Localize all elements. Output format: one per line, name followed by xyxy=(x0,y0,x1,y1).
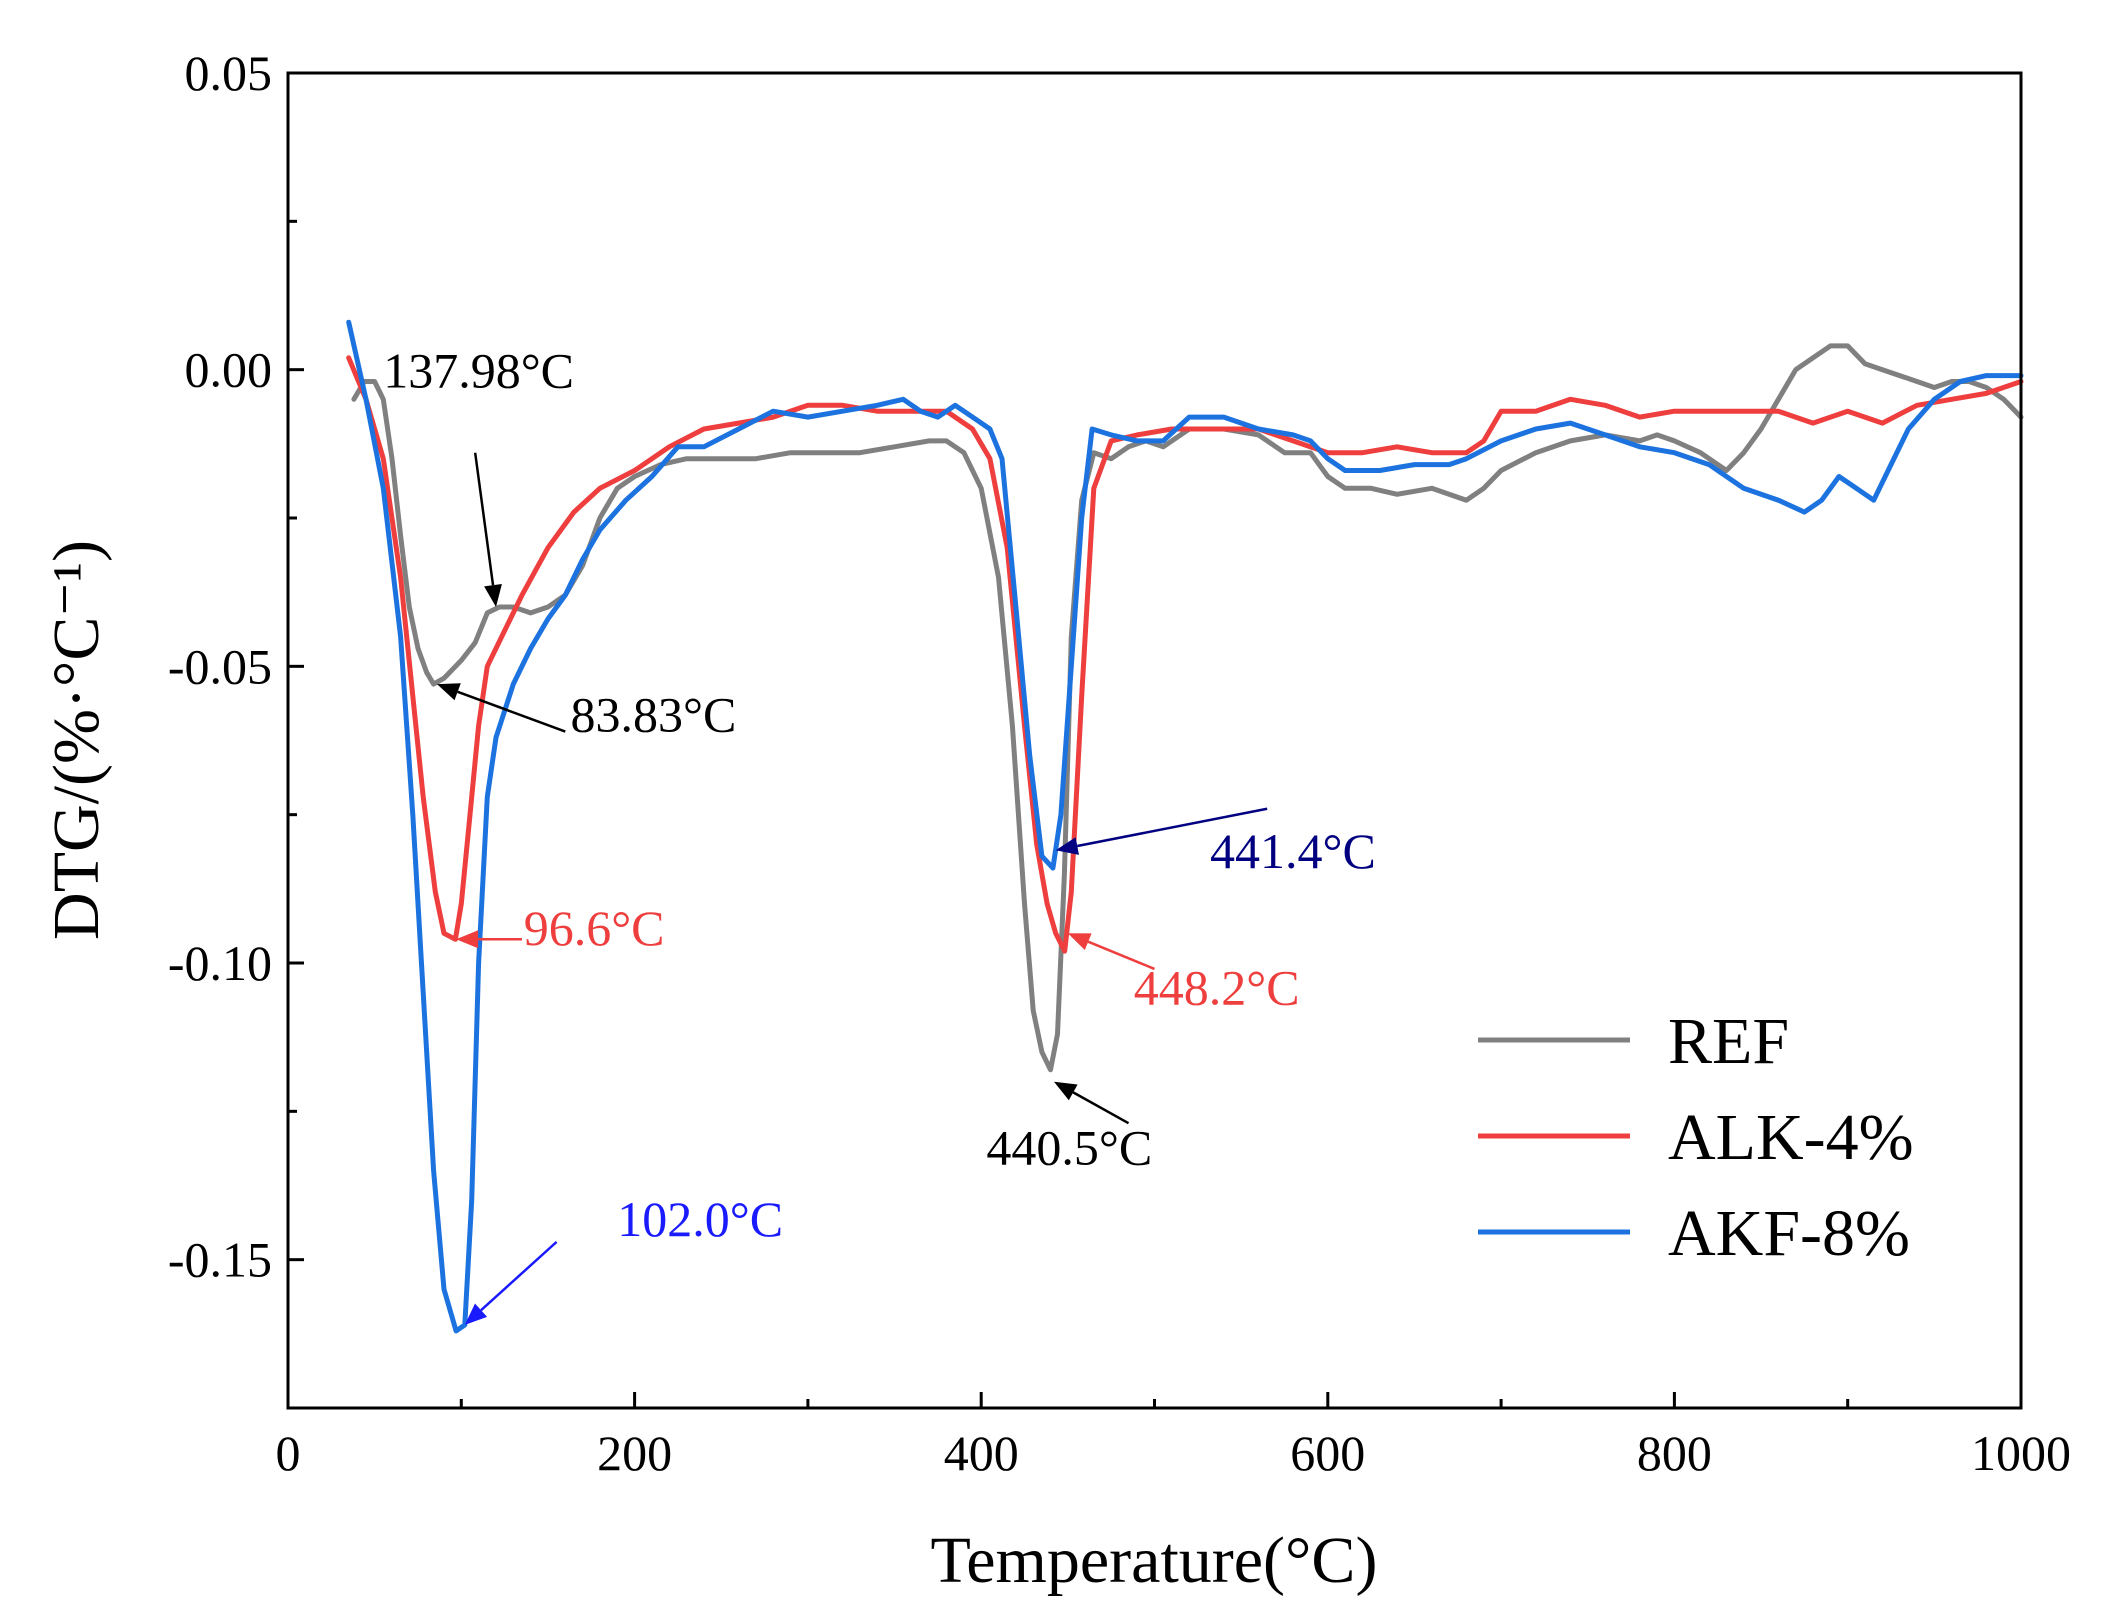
legend-item: AKF-8% xyxy=(1478,1197,1910,1270)
x-tick-label: 400 xyxy=(944,1425,1019,1481)
legend-label: REF xyxy=(1668,1005,1789,1078)
annotation-label: 440.5°C xyxy=(986,1120,1152,1176)
peak-annotation: 96.6°C xyxy=(456,900,665,956)
annotation-label: 83.83°C xyxy=(570,687,736,743)
legend-item: ALK-4% xyxy=(1478,1101,1914,1174)
annotation-arrow-shaft xyxy=(473,452,495,586)
series-line-akf-8 xyxy=(346,319,2024,1334)
annotation-label: 137.98°C xyxy=(383,342,574,398)
peak-annotation: 137.98°C xyxy=(383,342,574,607)
x-tick-label: 200 xyxy=(597,1425,672,1481)
annotation-label: 441.4°C xyxy=(1210,823,1376,879)
y-tick-label: -0.15 xyxy=(168,1232,272,1288)
x-axis-title: Temperature(°C) xyxy=(931,1524,1378,1597)
legend: REF ALK-4% AKF-8% xyxy=(1478,1005,1914,1270)
annotation-arrow-head xyxy=(464,1303,488,1325)
annotation-arrow-shaft xyxy=(457,690,566,733)
series-layer xyxy=(346,319,2024,1334)
peak-annotation: 83.83°C xyxy=(437,683,736,743)
y-tick-label: -0.05 xyxy=(168,638,272,694)
annotation-arrow-shaft xyxy=(1077,807,1268,848)
x-tick-label: 0 xyxy=(276,1425,301,1481)
legend-label: AKF-8% xyxy=(1668,1197,1910,1270)
peak-annotation: 102.0°C xyxy=(464,1191,783,1325)
peak-annotation: 441.4°C xyxy=(1055,807,1376,879)
annotation-arrow-head xyxy=(1067,933,1092,950)
annotation-arrow-head xyxy=(1055,837,1079,855)
annotation-arrow-head xyxy=(484,584,502,607)
annotation-arrow-head xyxy=(1054,1081,1078,1101)
y-tick-label: 0.00 xyxy=(185,342,273,398)
annotation-arrow-shaft xyxy=(1072,1091,1130,1125)
annotation-label: 448.2°C xyxy=(1134,960,1300,1016)
annotation-label: 102.0°C xyxy=(617,1191,783,1247)
annotation-label: 96.6°C xyxy=(524,900,665,956)
x-tick-label: 800 xyxy=(1637,1425,1712,1481)
peak-annotation: 440.5°C xyxy=(986,1081,1152,1176)
y-tick-label: -0.10 xyxy=(168,935,272,991)
x-tick-label: 600 xyxy=(1290,1425,1365,1481)
annotation-arrow-head xyxy=(456,930,479,949)
annotation-arrow-shaft xyxy=(480,1240,558,1312)
tick-layer: 0 200 400 600 800 1000 0.05 0.00 -0.05 -0.10 -0.15 xyxy=(168,45,2071,1481)
annotation-arrow-shaft xyxy=(1087,940,1155,971)
y-axis-title: DTG/(%·°C⁻¹) xyxy=(40,540,113,940)
x-tick-label: 1000 xyxy=(1971,1425,2071,1481)
y-tick-label: 0.05 xyxy=(185,45,273,101)
annotation-arrow-head xyxy=(437,683,461,701)
annotation-layer: 137.98°C 83.83°C 96.6°C 102.0°C 441.4°C 448.2… xyxy=(383,342,1376,1325)
peak-annotation: 448.2°C xyxy=(1067,933,1300,1016)
legend-label: ALK-4% xyxy=(1668,1101,1914,1174)
series-line-alk-4 xyxy=(346,355,2024,954)
legend-item: REF xyxy=(1478,1005,1789,1078)
